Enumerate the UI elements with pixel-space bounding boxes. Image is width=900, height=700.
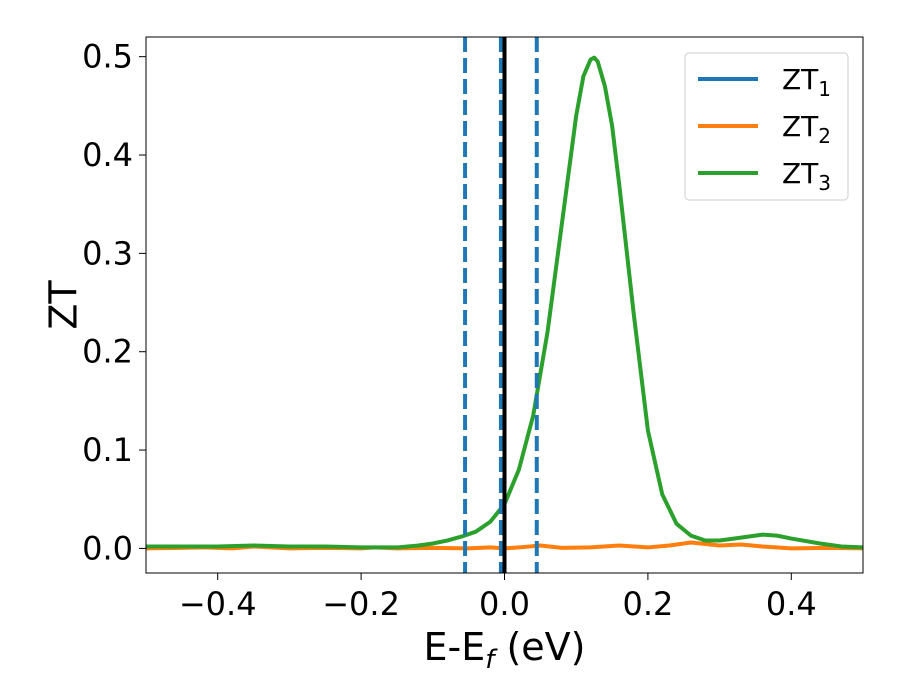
y-axis: 0.0 0.1 0.2 0.3 0.4 0.5 bbox=[82, 38, 146, 567]
y-tick-label: 0.0 bbox=[82, 529, 133, 567]
y-tick-label: 0.5 bbox=[82, 38, 133, 76]
x-tick-label: 0.0 bbox=[479, 585, 530, 623]
x-axis-title-unit: (eV) bbox=[494, 625, 585, 669]
series-line-3 bbox=[146, 55, 863, 550]
plot-clip-group bbox=[146, 37, 863, 573]
plot-area bbox=[146, 37, 863, 573]
y-tick-label: 0.4 bbox=[82, 136, 133, 174]
legend-box bbox=[684, 52, 849, 201]
x-tick-label: 0.2 bbox=[622, 585, 673, 623]
y-tick-label: 0.3 bbox=[82, 234, 133, 272]
legend-label-2: ZT2 bbox=[782, 110, 831, 148]
y-tick-label: 0.2 bbox=[82, 333, 133, 371]
x-tick-label: 0.4 bbox=[766, 585, 817, 623]
legend-label-1: ZT1 bbox=[782, 63, 831, 101]
legend-label-3: ZT3 bbox=[782, 157, 831, 195]
x-axis: −0.4 −0.2 0.0 0.2 0.4 bbox=[179, 573, 817, 623]
y-tick-label: 0.1 bbox=[82, 431, 133, 469]
y-axis-title: ZT bbox=[42, 280, 86, 330]
x-axis-title-main: E-E bbox=[424, 625, 486, 669]
legend: ZT1 ZT2 ZT3 bbox=[684, 52, 849, 201]
x-tick-label: −0.4 bbox=[179, 585, 257, 623]
x-axis-title: E-Ef (eV) bbox=[424, 625, 586, 675]
x-tick-label: −0.2 bbox=[322, 585, 400, 623]
